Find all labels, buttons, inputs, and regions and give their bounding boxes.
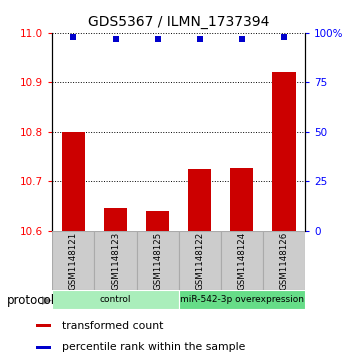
Title: GDS5367 / ILMN_1737394: GDS5367 / ILMN_1737394: [88, 15, 269, 29]
Text: control: control: [100, 295, 131, 304]
Text: GSM1148125: GSM1148125: [153, 231, 162, 290]
Text: GSM1148124: GSM1148124: [238, 231, 246, 290]
Bar: [62, 131, 85, 231]
Bar: [36, 346, 51, 349]
Text: GSM1148121: GSM1148121: [69, 231, 78, 290]
Bar: [179, 290, 305, 309]
Text: transformed count: transformed count: [61, 321, 163, 331]
Bar: [146, 211, 169, 231]
Bar: [263, 231, 305, 290]
Bar: [230, 168, 253, 231]
Bar: [273, 72, 296, 231]
Point: [70, 34, 76, 40]
Text: GSM1148123: GSM1148123: [111, 231, 120, 290]
Bar: [52, 231, 95, 290]
Text: GSM1148122: GSM1148122: [195, 231, 204, 290]
Point: [281, 34, 287, 40]
Polygon shape: [42, 296, 52, 305]
Bar: [104, 208, 127, 231]
Bar: [188, 169, 211, 231]
Bar: [95, 231, 136, 290]
Bar: [179, 231, 221, 290]
Text: miR-542-3p overexpression: miR-542-3p overexpression: [180, 295, 304, 304]
Point: [239, 36, 245, 41]
Point: [155, 36, 161, 41]
Bar: [136, 231, 179, 290]
Point: [113, 36, 118, 41]
Text: GSM1148126: GSM1148126: [279, 231, 288, 290]
Bar: [36, 324, 51, 327]
Bar: [52, 290, 179, 309]
Text: percentile rank within the sample: percentile rank within the sample: [61, 342, 245, 352]
Point: [197, 36, 203, 41]
Bar: [221, 231, 263, 290]
Text: protocol: protocol: [7, 294, 55, 307]
